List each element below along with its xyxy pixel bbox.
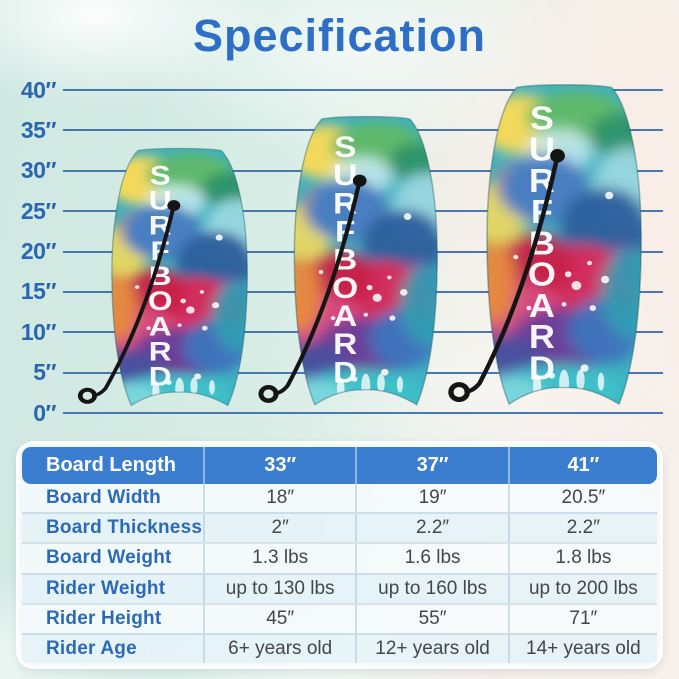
- spec-row: Board Weight 1.3 lbs 1.6 lbs 1.8 lbs: [22, 542, 657, 573]
- spec-value: 45″: [202, 604, 355, 633]
- spec-value: 71″: [507, 604, 657, 633]
- board-outline: [486, 83, 642, 406]
- spec-label: Board Width: [46, 487, 161, 509]
- svg-text:U: U: [529, 132, 555, 168]
- spec-label: Rider Weight: [46, 577, 166, 599]
- leash-loop: [78, 388, 98, 405]
- spec-table-header: Board Length 33″ 37″ 41″: [22, 447, 657, 484]
- tick-label: 10″: [20, 318, 57, 345]
- spec-value: 55″: [355, 604, 507, 633]
- spec-value: up to 130 lbs: [202, 574, 355, 603]
- svg-text:S: S: [150, 162, 171, 191]
- spec-value: 2″: [202, 514, 355, 543]
- board-leash: [78, 200, 181, 405]
- gridline: [63, 412, 663, 414]
- spec-label: Rider Height: [46, 607, 162, 629]
- spec-value: 20.5″: [507, 484, 657, 513]
- svg-text:O: O: [332, 271, 358, 305]
- svg-text:O: O: [528, 257, 556, 293]
- spec-value: up to 160 lbs: [355, 574, 507, 603]
- spec-header-value: 33″: [202, 447, 355, 484]
- leash-loop: [448, 382, 470, 402]
- spec-row: Rider Height 45″ 55″ 71″: [22, 602, 657, 633]
- leash-plug: [550, 148, 565, 163]
- ruler-row: 40″: [0, 76, 663, 104]
- leash-plug: [167, 200, 181, 212]
- board-outline: [111, 148, 249, 407]
- ruler-row: 0″: [0, 399, 663, 427]
- tick-label: 15″: [20, 278, 57, 305]
- tick-label: 35″: [20, 116, 57, 143]
- tick-label: 0″: [33, 399, 56, 426]
- svg-text:R: R: [333, 327, 357, 361]
- svg-text:R: R: [149, 338, 172, 367]
- svg-text:S: S: [530, 101, 554, 137]
- spec-label: Board Thickness: [46, 517, 203, 539]
- board-outline: [293, 115, 439, 406]
- spec-row: Board Thickness 2″ 2.2″ 2.2″: [22, 512, 657, 543]
- tick-label: 20″: [20, 238, 57, 264]
- spec-value: 1.3 lbs: [202, 544, 355, 573]
- spec-value: 18″: [202, 484, 355, 513]
- spec-value: 19″: [355, 484, 507, 513]
- board-leash: [448, 148, 565, 402]
- tick-label: 5″: [33, 359, 56, 386]
- spec-row: Board Width 18″ 19″ 20.5″: [22, 484, 657, 513]
- spec-value: 1.6 lbs: [355, 544, 507, 573]
- svg-text:D: D: [333, 355, 357, 389]
- spec-header-value: 41″: [507, 447, 657, 484]
- spec-table-body: Board Width 18″ 19″ 20.5″ Board Thicknes…: [22, 484, 657, 664]
- spec-table: Board Length 33″ 37″ 41″ Board Width 18″…: [16, 441, 663, 669]
- spec-header-label: Board Length: [46, 454, 176, 476]
- spec-row: Rider Age 6+ years old 12+ years old 14+…: [22, 632, 657, 664]
- spec-row: Rider Weight up to 130 lbs up to 160 lbs…: [22, 572, 657, 603]
- tick-label: 40″: [20, 76, 57, 103]
- tick-label: 25″: [20, 197, 57, 224]
- svg-text:D: D: [529, 351, 555, 387]
- spec-value: 1.8 lbs: [507, 544, 657, 573]
- svg-text:U: U: [149, 187, 172, 216]
- svg-text:A: A: [333, 299, 357, 333]
- spec-value: 2.2″: [507, 514, 657, 543]
- leash-loop: [258, 385, 279, 403]
- spec-value: 2.2″: [355, 514, 507, 543]
- leash-plug: [353, 174, 367, 187]
- svg-text:D: D: [149, 363, 172, 392]
- spec-header-value: 37″: [355, 447, 507, 484]
- spec-label: Board Weight: [46, 547, 172, 569]
- spec-value: 6+ years old: [202, 634, 355, 664]
- svg-text:O: O: [148, 288, 173, 317]
- svg-text:R: R: [529, 319, 555, 355]
- svg-text:U: U: [333, 158, 357, 192]
- svg-text:A: A: [149, 313, 172, 342]
- spec-label: Rider Age: [46, 637, 137, 659]
- spec-value: up to 200 lbs: [507, 574, 657, 603]
- page-title: Specification: [192, 10, 487, 61]
- board-leash: [258, 174, 367, 403]
- svg-text:A: A: [529, 288, 555, 324]
- spec-value: 12+ years old: [355, 634, 507, 664]
- gridline: [63, 89, 663, 91]
- svg-text:S: S: [334, 130, 356, 164]
- spec-value: 14+ years old: [507, 634, 657, 664]
- tick-label: 30″: [20, 157, 57, 184]
